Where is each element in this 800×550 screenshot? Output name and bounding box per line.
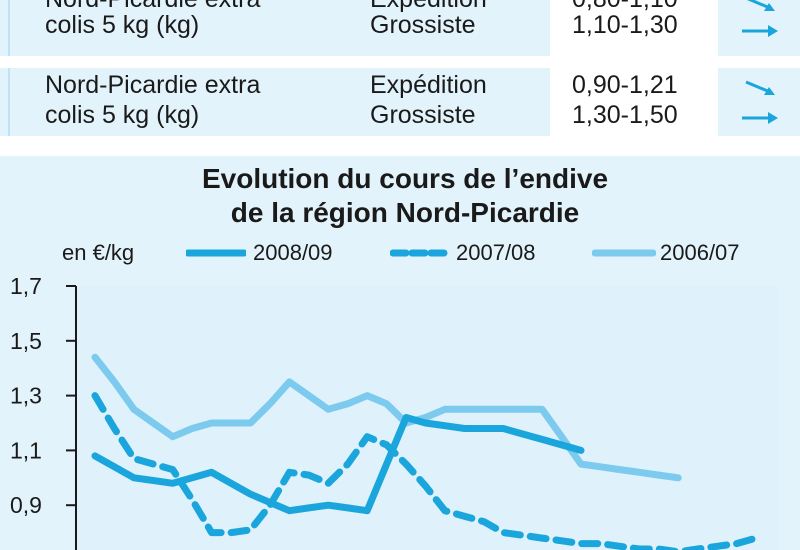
- trend-down-arrow-icon: [746, 0, 775, 11]
- row2-price-expedition: 0,90-1,21: [572, 71, 678, 99]
- chart-title-line1: Evolution du cours de l’endive: [201, 163, 609, 194]
- row2-product-line1: Nord-Picardie extra: [45, 71, 261, 99]
- row2-stage-expedition: Expédition: [370, 71, 487, 99]
- legend-label-2008: 2008/09: [253, 240, 333, 265]
- price-column: [550, 0, 718, 136]
- row1-product-line2: colis 5 kg (kg): [45, 11, 200, 39]
- y-axis-unit-label: en €/kg: [62, 240, 135, 265]
- series-line-2006-07: [91, 353, 682, 482]
- series-line-2008-09: [91, 414, 585, 515]
- row1-stage-expedition: Expédition: [370, 0, 487, 15]
- chart-title: Evolution du cours de l’endive de la rég…: [0, 162, 800, 230]
- price-table: Nord-Picardie extra colis 5 kg (kg) Expé…: [0, 0, 800, 136]
- y-tick-label: 0,9: [10, 492, 42, 518]
- table-left-rule: [8, 0, 10, 136]
- legend-swatch-2006: [592, 249, 656, 257]
- row2-product-line2: colis 5 kg (kg): [45, 101, 200, 129]
- y-tick-label: 1,1: [10, 437, 42, 463]
- row-divider: [0, 56, 800, 68]
- legend-label-2006: 2006/07: [660, 240, 740, 265]
- chart-title-line2: de la région Nord-Picardie: [230, 197, 580, 228]
- y-tick-label: 1,5: [10, 328, 42, 354]
- legend-swatch-2008: [186, 249, 246, 257]
- row1-product-line1: Nord-Picardie extra: [45, 0, 260, 15]
- trend-down-arrow-icon: [745, 80, 775, 95]
- row2-price-grossiste: 1,30-1,50: [572, 101, 678, 129]
- y-tick-label: 1,3: [10, 383, 42, 409]
- legend-swatch-2007: [390, 249, 452, 257]
- row1-price-expedition: 0,80-1,10: [572, 0, 678, 15]
- row2-stage-grossiste: Grossiste: [370, 101, 476, 129]
- y-tick-label: 1,7: [10, 273, 42, 299]
- series-line-2007-08: [91, 392, 760, 550]
- y-tick-label: 0,7: [10, 547, 42, 550]
- trend-stable-arrow-icon: [742, 112, 778, 124]
- row1-price-grossiste: 1,10-1,30: [572, 11, 678, 39]
- trend-stable-arrow-icon: [742, 25, 778, 37]
- legend-label-2007: 2007/08: [456, 240, 536, 265]
- row1-stage-grossiste: Grossiste: [370, 11, 476, 39]
